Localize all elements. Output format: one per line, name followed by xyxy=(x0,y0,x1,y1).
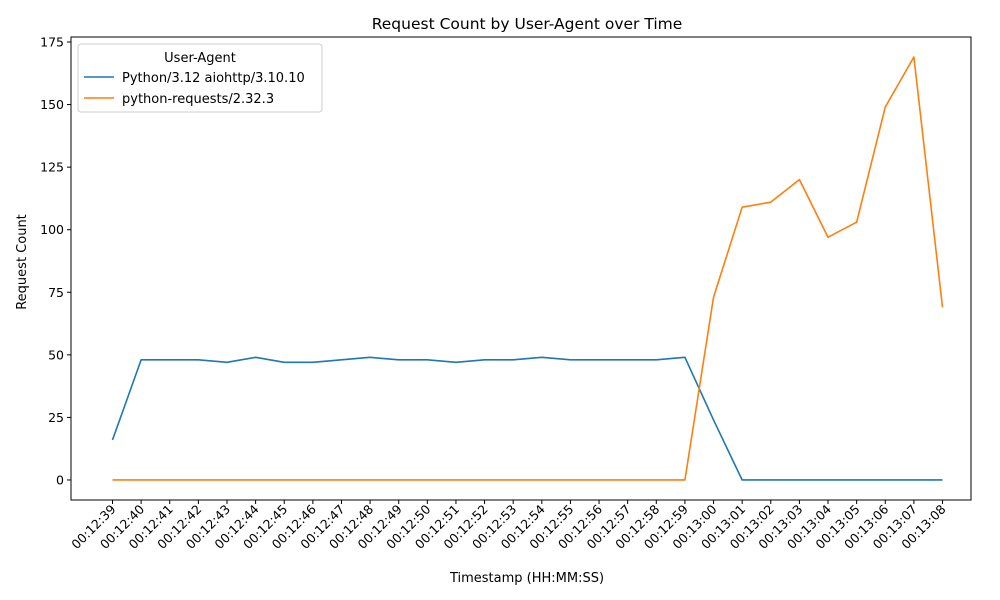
y-tick-label: 125 xyxy=(40,160,64,175)
y-tick-label: 175 xyxy=(40,35,64,50)
legend: User-Agent Python/3.12 aiohttp/3.10.10 p… xyxy=(77,43,323,113)
y-tick-label: 50 xyxy=(48,347,64,362)
y-tick-label: 150 xyxy=(40,97,64,112)
series-lines xyxy=(111,56,944,481)
legend-label-aiohttp: Python/3.12 aiohttp/3.10.10 xyxy=(122,71,305,86)
y-tick-label: 75 xyxy=(48,285,64,300)
y-tick-label: 100 xyxy=(40,222,64,237)
y-axis: 0 25 50 75 100 125 150 175 xyxy=(40,35,71,487)
legend-label-requests: python-requests/2.32.3 xyxy=(122,92,274,107)
y-tick-label: 0 xyxy=(56,472,64,487)
series-line-1 xyxy=(112,56,944,481)
legend-title: User-Agent xyxy=(164,51,236,66)
y-axis-label: Request Count xyxy=(15,214,30,310)
y-tick-label: 25 xyxy=(48,410,64,425)
x-axis: 00:12:3900:12:4000:12:4100:12:4200:12:43… xyxy=(68,500,949,552)
chart-title: Request Count by User-Agent over Time xyxy=(372,15,683,33)
series-line-0 xyxy=(111,356,943,481)
legend-box xyxy=(77,43,323,113)
plot-area xyxy=(70,36,972,501)
x-axis-label: Timestamp (HH:MM:SS) xyxy=(449,571,604,586)
